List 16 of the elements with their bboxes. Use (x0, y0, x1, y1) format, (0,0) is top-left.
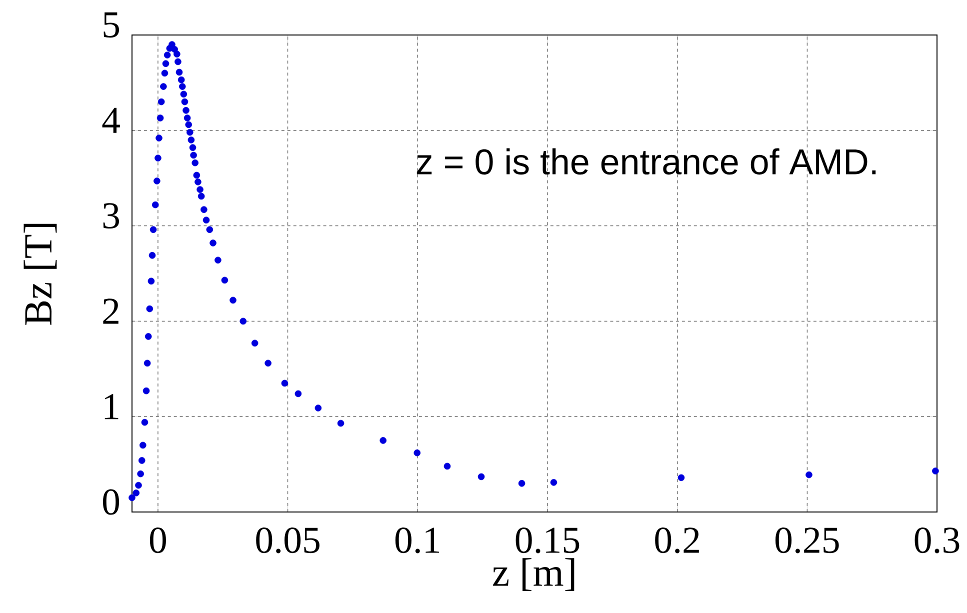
x-tick-label: 0.2 (655, 528, 699, 554)
x-tick-label: 0.1 (395, 528, 440, 554)
x-tick-label: 0.3 (914, 528, 960, 554)
y-axis-title: Bz [T] (24, 224, 57, 325)
x-tick-label: 0.15 (516, 528, 580, 554)
x-tick-label: 0 (150, 528, 166, 554)
y-tick-label: 5 (104, 12, 120, 38)
y-tick-label: 1 (104, 394, 118, 420)
y-tick-label: 4 (102, 108, 120, 133)
x-tick-label: 0.05 (256, 528, 320, 554)
y-tick-label: 2 (103, 298, 118, 324)
x-axis-title: z [m] (492, 558, 574, 592)
y-tick-label: 3 (103, 203, 120, 229)
y-tick-label: 0 (102, 489, 120, 515)
annotation: z = 0 is the entrance of AMD. (416, 148, 876, 175)
x-tick-label: 0.25 (775, 528, 839, 554)
